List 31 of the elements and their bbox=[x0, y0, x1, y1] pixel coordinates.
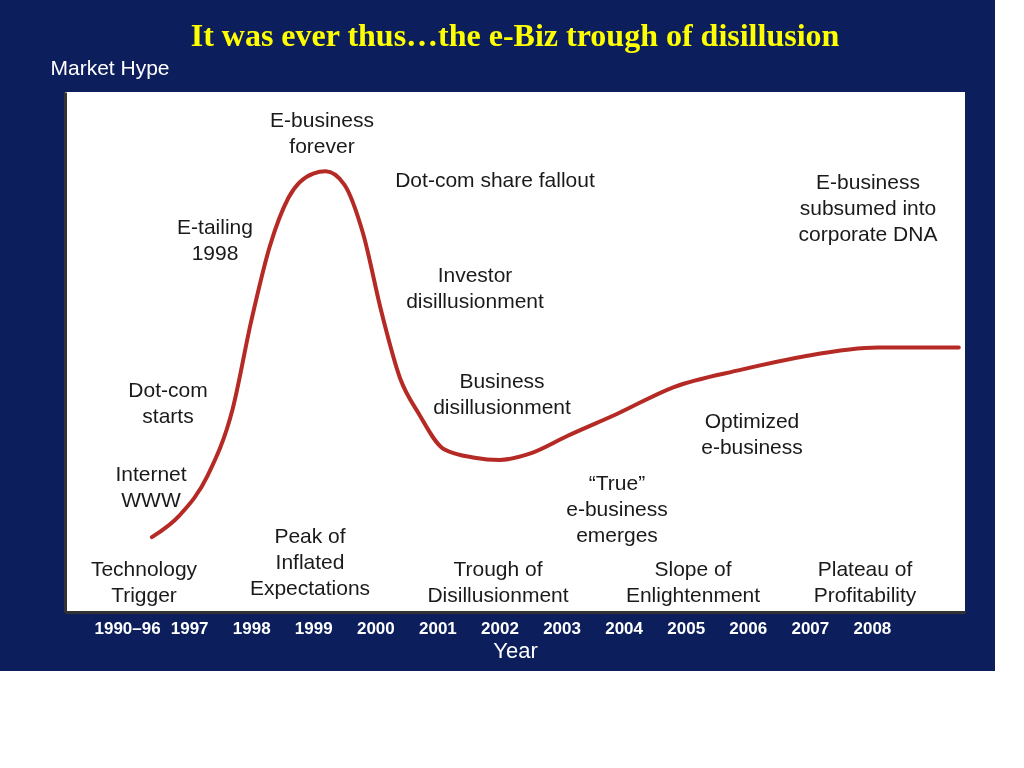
x-tick-label: 1990–96 bbox=[94, 618, 161, 638]
annotation: E-business subsumed into corporate DNA bbox=[798, 170, 938, 245]
x-tick-label: 2001 bbox=[419, 618, 457, 638]
x-axis-title: Year bbox=[493, 637, 538, 663]
x-tick-label: 1998 bbox=[232, 618, 271, 638]
text: E-business forever bbox=[270, 108, 374, 157]
annotation: Peak of Inflated Expectations bbox=[249, 524, 371, 599]
x-tick-label: 2008 bbox=[853, 618, 892, 638]
x-tick-label: 2006 bbox=[729, 618, 768, 638]
annotation: Trough of Disillusionment bbox=[427, 557, 569, 606]
annotation: Technology Trigger bbox=[90, 557, 198, 606]
chart-title: It was ever thus…the e-Biz trough of disillusion bbox=[190, 17, 840, 53]
annotation: Dot-com starts bbox=[128, 378, 208, 427]
annotation: Dot-com share fallout bbox=[395, 168, 595, 191]
x-tick-label: 2003 bbox=[543, 618, 581, 638]
annotation: Slope of Enlightenment bbox=[625, 557, 761, 606]
annotation: Internet WWW bbox=[115, 462, 187, 511]
annotation: Business disillusionment bbox=[433, 369, 572, 418]
x-tick-label: 2007 bbox=[791, 618, 830, 638]
x-tick-label: 1997 bbox=[170, 618, 209, 638]
y-axis-title: Market Hype bbox=[50, 55, 170, 79]
x-tick-label: 2002 bbox=[481, 618, 519, 638]
annotation: Plateau of Profitability bbox=[813, 557, 917, 606]
annotation: E-tailing 1998 bbox=[177, 215, 253, 264]
x-tick-label: 2004 bbox=[605, 618, 644, 638]
x-tick-label: 1999 bbox=[294, 618, 333, 638]
x-tick-label: 2000 bbox=[356, 618, 395, 638]
annotation: “True” e-business emerges bbox=[566, 471, 668, 546]
annotation: Optimized e-business bbox=[701, 409, 803, 458]
annotation: Investor disillusionment bbox=[406, 263, 545, 312]
x-tick-label: 2005 bbox=[667, 618, 706, 638]
